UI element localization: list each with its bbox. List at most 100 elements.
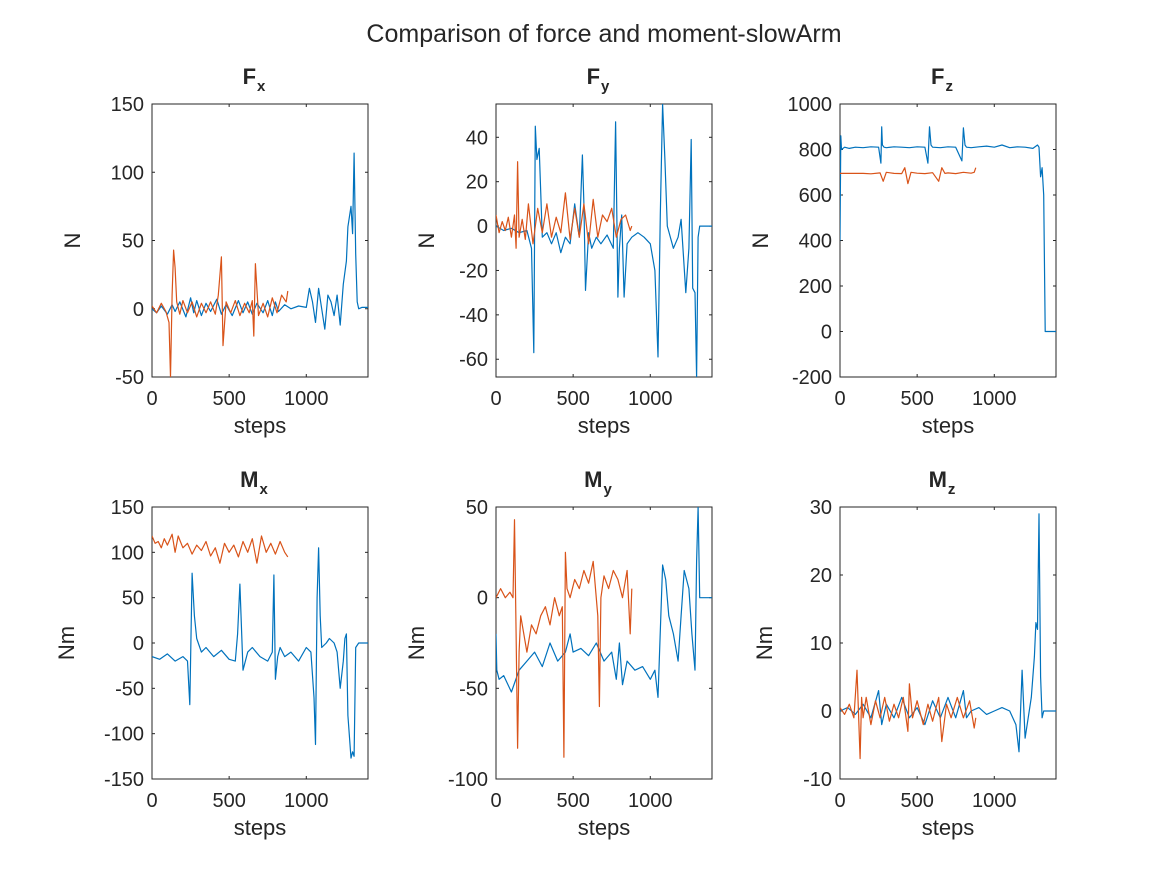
subplot-title: Fz bbox=[931, 64, 953, 95]
y-tick-label: 100 bbox=[111, 162, 144, 184]
series-line-2 bbox=[152, 533, 289, 564]
x-tick-label: 1000 bbox=[284, 388, 329, 410]
subplot-title-main: M bbox=[929, 467, 947, 492]
y-tick-label: 400 bbox=[799, 231, 832, 253]
y-tick-label: -50 bbox=[115, 678, 144, 700]
y-axis-label: N bbox=[748, 233, 773, 249]
x-tick-label: 500 bbox=[556, 388, 589, 410]
y-tick-label: 20 bbox=[466, 172, 488, 194]
y-tick-label: -60 bbox=[459, 349, 488, 371]
x-axis-label: steps bbox=[922, 413, 975, 438]
y-tick-label: 50 bbox=[122, 588, 144, 610]
y-tick-label: 600 bbox=[799, 185, 832, 207]
x-tick-label: 500 bbox=[212, 790, 245, 812]
y-tick-label: 0 bbox=[477, 216, 488, 238]
y-tick-label: -50 bbox=[115, 367, 144, 389]
x-tick-label: 1000 bbox=[628, 388, 673, 410]
x-tick-label: 0 bbox=[490, 790, 501, 812]
series-line-1 bbox=[496, 507, 712, 699]
subplot-title-subscript: y bbox=[601, 78, 610, 95]
subplot-title-subscript: x bbox=[259, 481, 268, 498]
series-line-1 bbox=[152, 547, 368, 759]
x-axis-label: steps bbox=[234, 815, 287, 840]
x-tick-label: 1000 bbox=[972, 388, 1017, 410]
y-tick-label: 1000 bbox=[788, 94, 833, 116]
series-line-1 bbox=[496, 104, 712, 377]
y-tick-label: 150 bbox=[111, 497, 144, 519]
subplot-title: Mz bbox=[929, 467, 956, 498]
subplot-title: Mx bbox=[240, 467, 268, 498]
x-tick-label: 0 bbox=[834, 790, 845, 812]
y-tick-label: 200 bbox=[799, 276, 832, 298]
figure-title: Comparison of force and moment-slowArm bbox=[366, 20, 841, 48]
x-axis-label: steps bbox=[234, 413, 287, 438]
plot-area bbox=[151, 506, 369, 780]
subplot-5: 0 500 1000 -100 -50 0 50 steps Nm My bbox=[404, 467, 713, 840]
subplot-title-subscript: y bbox=[603, 481, 612, 498]
subplot-2: 0 500 1000 -60 -40 -20 0 20 40 steps N Fy bbox=[414, 64, 713, 438]
subplot-title: Fx bbox=[243, 64, 266, 95]
x-axis-label: steps bbox=[578, 815, 631, 840]
plot-area bbox=[495, 103, 713, 378]
x-axis-label: steps bbox=[922, 815, 975, 840]
series-line-2 bbox=[496, 161, 633, 249]
subplot-4: 0 500 1000 -150 -100 -50 0 50 100 150 steps Nm Mx bbox=[54, 467, 369, 840]
y-tick-label: 10 bbox=[810, 633, 832, 655]
plot-area bbox=[839, 506, 1057, 780]
y-tick-label: 0 bbox=[821, 322, 832, 344]
y-axis-label: N bbox=[414, 233, 439, 249]
y-tick-label: -50 bbox=[459, 678, 488, 700]
x-tick-label: 1000 bbox=[972, 790, 1017, 812]
x-tick-label: 0 bbox=[490, 388, 501, 410]
x-tick-label: 500 bbox=[556, 790, 589, 812]
y-tick-label: 0 bbox=[821, 701, 832, 723]
x-tick-label: 0 bbox=[146, 388, 157, 410]
y-tick-label: 150 bbox=[111, 94, 144, 116]
x-tick-label: 500 bbox=[900, 790, 933, 812]
y-tick-label: -10 bbox=[803, 769, 832, 791]
y-axis-label: N bbox=[60, 233, 85, 249]
y-tick-label: 40 bbox=[466, 127, 488, 149]
x-tick-label: 1000 bbox=[284, 790, 329, 812]
plot-area bbox=[151, 103, 369, 378]
subplot-title-main: F bbox=[587, 64, 600, 89]
y-axis-label: Nm bbox=[404, 626, 429, 660]
series-line-1 bbox=[840, 513, 1056, 753]
y-tick-label: 0 bbox=[477, 588, 488, 610]
subplot-title-main: F bbox=[931, 64, 944, 89]
series-line-1 bbox=[840, 126, 1056, 333]
y-axis-label: Nm bbox=[752, 626, 777, 660]
y-tick-label: -150 bbox=[104, 769, 144, 791]
y-tick-label: -200 bbox=[792, 367, 832, 389]
y-axis-label: Nm bbox=[54, 626, 79, 660]
x-tick-label: 500 bbox=[212, 388, 245, 410]
subplot-title-main: F bbox=[243, 64, 256, 89]
y-tick-label: -100 bbox=[448, 769, 488, 791]
subplot-title: My bbox=[584, 467, 612, 498]
subplot-title: Fy bbox=[587, 64, 610, 95]
x-tick-label: 0 bbox=[834, 388, 845, 410]
y-tick-label: 800 bbox=[799, 140, 832, 162]
y-tick-label: -40 bbox=[459, 305, 488, 327]
subplot-title-subscript: z bbox=[948, 481, 956, 498]
y-tick-label: 20 bbox=[810, 565, 832, 587]
y-tick-label: -20 bbox=[459, 260, 488, 282]
y-tick-label: 0 bbox=[133, 299, 144, 321]
series-line-2 bbox=[840, 167, 977, 185]
x-tick-label: 0 bbox=[146, 790, 157, 812]
y-tick-label: -100 bbox=[104, 724, 144, 746]
subplot-title-main: M bbox=[584, 467, 602, 492]
x-tick-label: 500 bbox=[900, 388, 933, 410]
y-tick-label: 0 bbox=[133, 633, 144, 655]
series-line-1 bbox=[152, 152, 368, 330]
subplot-title-subscript: x bbox=[257, 78, 266, 95]
subplot-title-subscript: z bbox=[945, 78, 953, 95]
y-tick-label: 30 bbox=[810, 497, 832, 519]
series-line-2 bbox=[496, 519, 633, 758]
y-tick-label: 50 bbox=[122, 231, 144, 253]
